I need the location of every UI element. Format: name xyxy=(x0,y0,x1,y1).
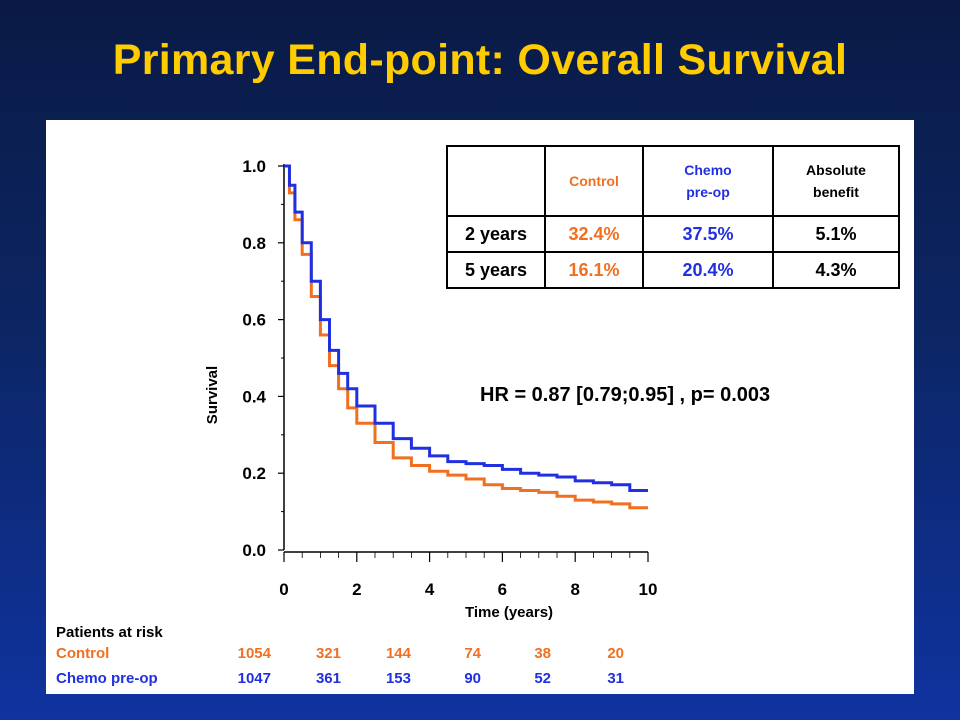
survival-rates-table: Control Chemo pre-op Absolute benefit 2 … xyxy=(446,145,900,289)
table-header-benefit: Absolute benefit xyxy=(772,145,900,217)
table-header-chemo: Chemo pre-op xyxy=(642,145,774,217)
chemo-value: 20.4% xyxy=(642,251,774,289)
header-chemo-text: Chemo pre-op xyxy=(684,162,732,200)
risk-count: 1047 xyxy=(237,670,271,687)
survival-curves xyxy=(284,164,648,510)
row-label: 2 years xyxy=(446,215,546,253)
risk-table-title: Patients at risk xyxy=(56,624,163,641)
risk-count: 144 xyxy=(385,645,411,662)
y-tick-label: 1.0 xyxy=(242,157,266,176)
x-tick-label: 10 xyxy=(639,580,658,599)
table-row: 2 years 32.4% 37.5% 5.1% xyxy=(446,215,900,253)
risk-count: 1054 xyxy=(237,645,271,662)
risk-count: 321 xyxy=(315,645,341,662)
y-tick-label: 0.4 xyxy=(242,387,266,406)
risk-count: 361 xyxy=(315,670,341,687)
table-header-control: Control xyxy=(544,145,644,217)
risk-count: 20 xyxy=(607,645,624,662)
chemo-survival-curve xyxy=(284,164,648,492)
y-tick-label: 0.8 xyxy=(242,234,266,253)
y-tick-label: 0.0 xyxy=(242,541,266,560)
row-label: 5 years xyxy=(446,251,546,289)
risk-count: 31 xyxy=(607,670,624,687)
risk-label-control: Control xyxy=(56,645,110,662)
risk-count: 38 xyxy=(534,645,551,662)
x-tick-label: 2 xyxy=(352,580,361,599)
x-tick-label: 8 xyxy=(570,580,579,599)
y-tick-label: 0.2 xyxy=(242,464,266,483)
axes: 0.0 0.2 0.4 0.6 0.8 1.0 0 2 4 6 8 10 xyxy=(242,157,657,599)
hazard-ratio-annotation: HR = 0.87 [0.79;0.95] , p= 0.003 xyxy=(480,384,771,406)
survival-chart: 0.0 0.2 0.4 0.6 0.8 1.0 0 2 4 6 8 10 Survival Time … xyxy=(204,157,657,621)
risk-label-chemo: Chemo pre-op xyxy=(56,670,158,687)
control-value: 32.4% xyxy=(544,215,644,253)
y-axis-label: Survival xyxy=(204,366,221,424)
control-value: 16.1% xyxy=(544,251,644,289)
table-row: 5 years 16.1% 20.4% 4.3% xyxy=(446,251,900,289)
risk-count: 74 xyxy=(464,645,481,662)
table-header-row: Control Chemo pre-op Absolute benefit xyxy=(446,145,900,217)
table-header-empty xyxy=(446,145,546,217)
risk-count: 52 xyxy=(534,670,551,687)
risk-count: 153 xyxy=(385,670,411,687)
x-tick-label: 6 xyxy=(498,580,507,599)
chart-panel: 0.0 0.2 0.4 0.6 0.8 1.0 0 2 4 6 8 10 Survival Time … xyxy=(46,120,914,694)
x-tick-label: 4 xyxy=(425,580,435,599)
benefit-value: 4.3% xyxy=(772,251,900,289)
header-benefit-text: Absolute benefit xyxy=(806,162,866,200)
y-tick-label: 0.6 xyxy=(242,311,266,330)
chemo-value: 37.5% xyxy=(642,215,774,253)
control-survival-curve xyxy=(284,164,648,510)
slide-title: Primary End-point: Overall Survival xyxy=(112,36,848,84)
benefit-value: 5.1% xyxy=(772,215,900,253)
risk-count: 90 xyxy=(464,670,481,687)
header-control-text: Control xyxy=(569,173,619,189)
x-tick-label: 0 xyxy=(279,580,288,599)
x-axis-label: Time (years) xyxy=(465,604,553,621)
